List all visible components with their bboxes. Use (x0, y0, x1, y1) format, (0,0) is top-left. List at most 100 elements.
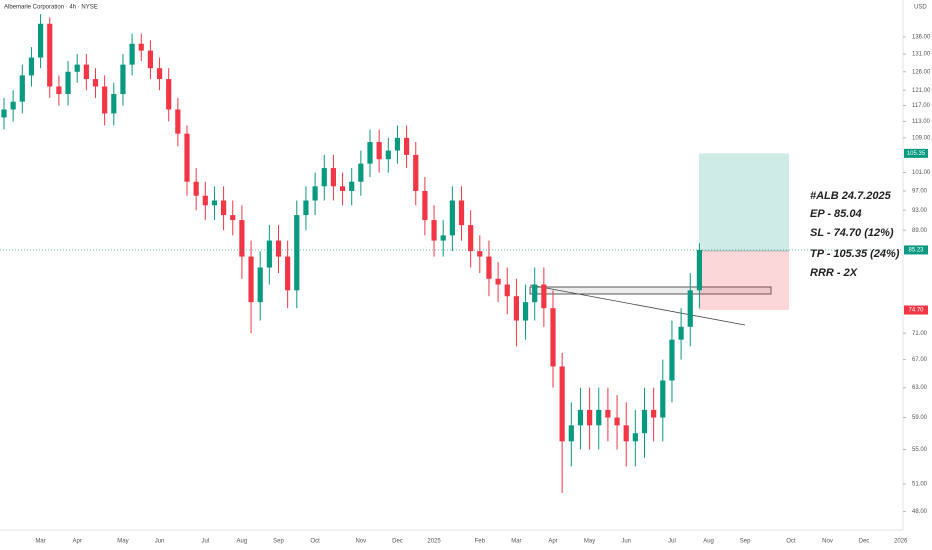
x-tick-label: Jun (621, 539, 631, 545)
candle-body (687, 290, 693, 327)
candle-body (596, 409, 602, 426)
candle-body (47, 23, 53, 87)
candle-body (184, 133, 190, 182)
candle-body (19, 75, 25, 102)
candle-body (1, 109, 7, 118)
stop-zone (699, 250, 789, 311)
y-tick-label: 136.00 (912, 35, 931, 41)
candle-body (275, 240, 282, 257)
candle-body (257, 267, 263, 303)
x-tick-label: Feb (475, 539, 486, 545)
candle-body (367, 142, 373, 164)
candle-body (696, 249, 702, 291)
candle-body (641, 409, 648, 434)
candle-body (660, 380, 666, 418)
target-tag: 105.35 (907, 151, 926, 157)
x-tick-label: Aug (703, 539, 714, 545)
trend-line (529, 284, 746, 326)
last-price-tag: 85.23 (908, 248, 924, 254)
x-tick-label: Apr (548, 539, 557, 545)
last-price-tag-bg (904, 245, 928, 255)
x-tick-label: 2025 (427, 539, 441, 545)
y-tick-label: 121.00 (912, 88, 931, 94)
target-zone (699, 153, 789, 251)
candle-body (577, 409, 584, 426)
x-tick-label: May (117, 539, 128, 545)
candle-body (559, 366, 565, 442)
x-tick-label: Dec (859, 539, 870, 545)
candle-body (239, 220, 245, 257)
candle-body (92, 79, 99, 87)
y-tick-label: 126.00 (912, 69, 931, 75)
x-tick-label: Mar (35, 539, 45, 545)
candle-body (102, 86, 108, 114)
candle-body (513, 296, 519, 321)
chart-title: Albemarle Corporation · 4h · NYSE (4, 5, 98, 11)
candle-body (477, 251, 483, 257)
candle-body (129, 43, 135, 65)
candle-body (623, 425, 629, 442)
y-tick-label: 131.00 (912, 52, 931, 58)
candle-body (294, 215, 300, 291)
x-tick-label: Sep (273, 539, 284, 545)
y-tick-label: 89.00 (912, 228, 928, 234)
candle-body (303, 200, 309, 216)
candle-body (449, 200, 455, 236)
y-tick-label: 101.00 (912, 170, 931, 176)
candle-body (221, 200, 227, 216)
candle-body (376, 142, 382, 160)
y-tick-label: 97.00 (912, 189, 928, 195)
candle-body (285, 256, 291, 291)
candle-body (522, 302, 529, 321)
candle-body (495, 278, 501, 285)
x-tick-label: Oct (310, 539, 320, 545)
currency: USD (914, 5, 927, 11)
candle-body (147, 50, 153, 69)
candle-body (550, 308, 556, 367)
candle-body (413, 154, 419, 191)
target-tag-bg (904, 148, 928, 158)
x-tick-label: Aug (237, 539, 248, 545)
candle-body (83, 64, 89, 80)
candle-body (138, 43, 144, 51)
y-tick-label: 117.00 (912, 103, 931, 109)
candle-body (312, 186, 318, 201)
y-tick-label: 113.00 (912, 119, 931, 125)
x-tick-label: Jul (201, 539, 209, 545)
candle-body (266, 240, 272, 268)
stop-tag-bg (904, 305, 928, 315)
candle-body (211, 200, 218, 206)
candle-body (605, 409, 611, 418)
y-tick-label: 63.00 (912, 385, 928, 391)
drawn-rectangle (529, 286, 772, 295)
x-tick-label: Sep (740, 539, 751, 545)
candle-body (156, 68, 163, 80)
candle-body (202, 195, 208, 206)
candle-body (38, 23, 44, 58)
candle-body (65, 71, 71, 95)
candle-body (330, 168, 336, 187)
annotation: SL - 74.70 (12%) (810, 227, 894, 239)
candle-body (230, 215, 236, 221)
candle-body (504, 284, 510, 297)
candle-body (458, 200, 465, 226)
candle-body (422, 190, 428, 221)
candle-body (10, 101, 16, 110)
candle-body (568, 425, 574, 442)
x-tick-label: Jul (668, 539, 676, 545)
x-tick-label: Apr (73, 539, 82, 545)
x-tick-label: May (584, 539, 595, 545)
candle-body (358, 163, 364, 182)
x-tick-label: Nov (822, 539, 833, 545)
x-tick-label: Mar (511, 539, 521, 545)
candle-body (175, 109, 181, 134)
candle-body (321, 168, 327, 187)
candle-body (120, 64, 126, 95)
candle-body (651, 409, 657, 418)
candle-body (394, 137, 401, 151)
y-tick-label: 67.00 (912, 357, 928, 363)
candle-body (339, 186, 346, 191)
y-tick-label: 48.00 (912, 509, 928, 515)
